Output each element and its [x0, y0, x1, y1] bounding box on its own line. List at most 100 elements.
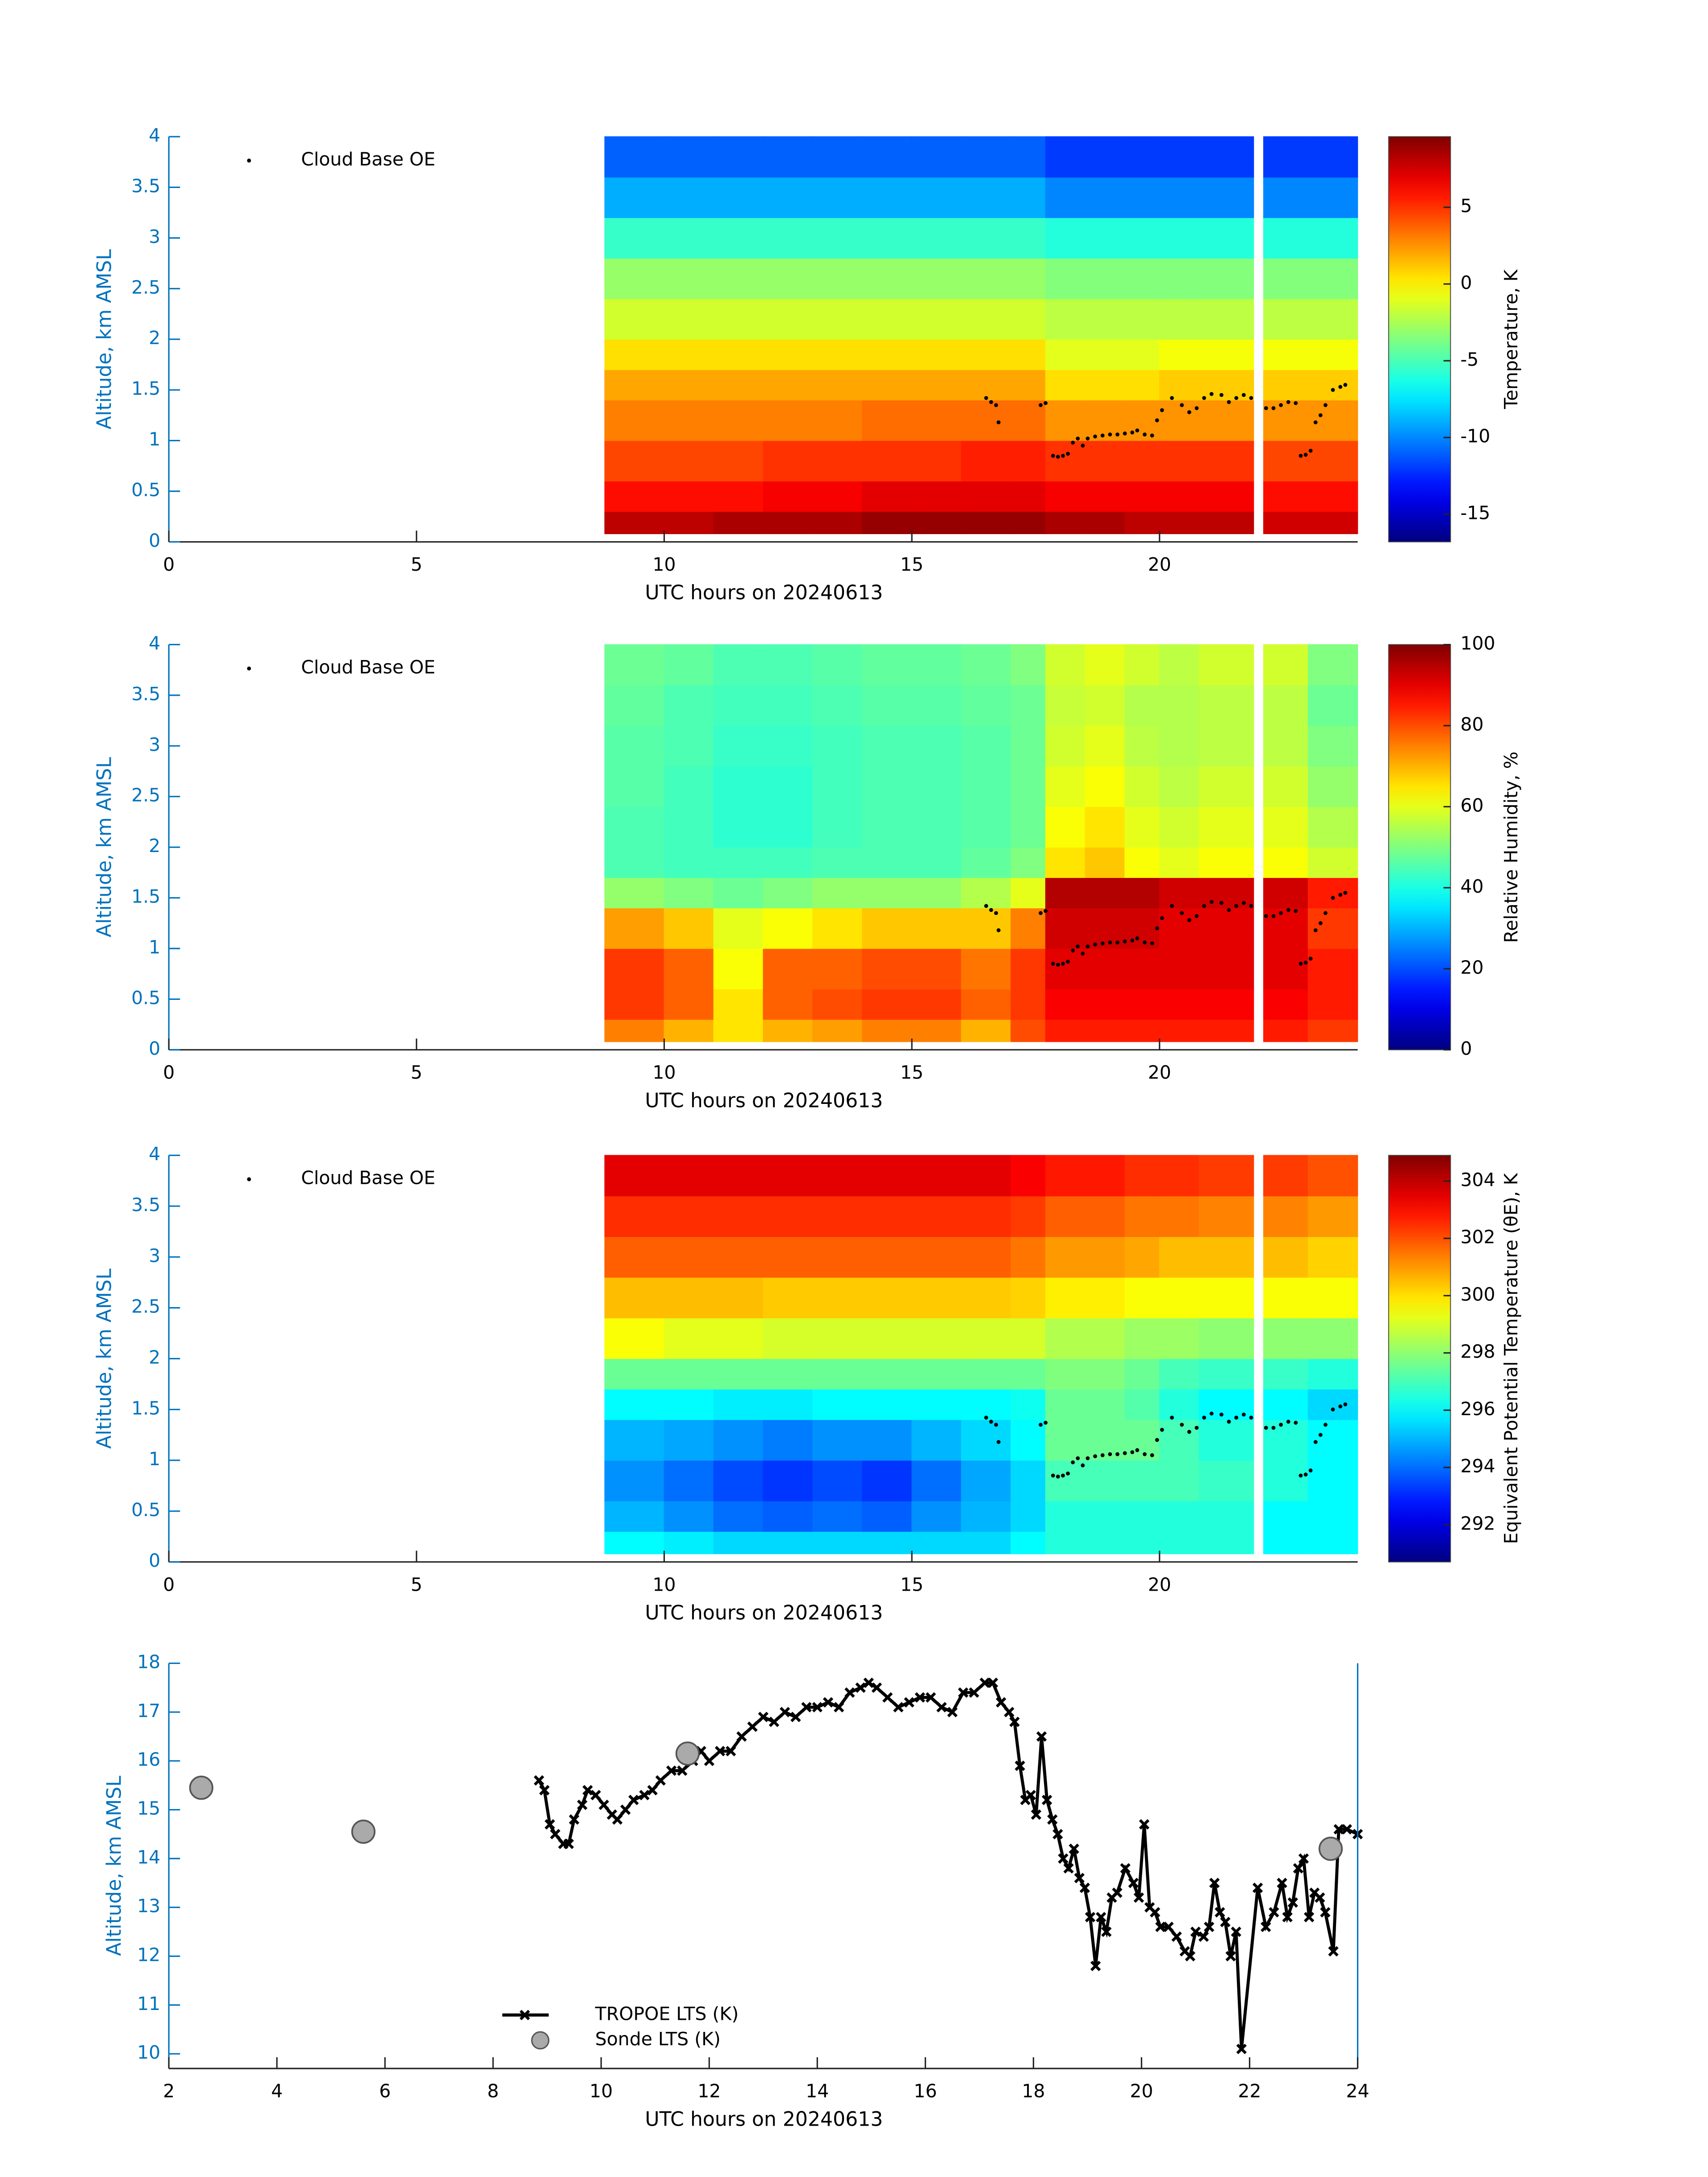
heat-cell: [664, 725, 714, 767]
heat-cell: [911, 1195, 962, 1237]
heat-cell: [911, 217, 962, 259]
heat-cell: [763, 1236, 813, 1278]
heat-cell: [911, 1236, 962, 1278]
heat-cell: [604, 1419, 665, 1461]
heat-cell: [664, 1419, 714, 1461]
heat-cell: [1011, 847, 1046, 878]
line-marker: [834, 1702, 844, 1713]
y-axis-label: Altitude, km AMSL: [93, 1268, 116, 1449]
cloud-base-dot: [1343, 890, 1348, 895]
y-tick-label: 3: [149, 734, 160, 755]
x-tick-label: 2: [163, 2081, 175, 2102]
cloud-base-dot: [1264, 1425, 1268, 1430]
heat-cell: [1159, 877, 1200, 909]
heat-cell: [763, 400, 813, 441]
line-marker: [1198, 1931, 1209, 1942]
line-marker: [1287, 1897, 1298, 1908]
heat-cell: [1307, 1019, 1358, 1042]
heat-cell: [961, 1155, 1011, 1197]
heat-cell: [1124, 806, 1160, 848]
heat-cell: [1124, 877, 1160, 909]
heat-cell: [1045, 176, 1086, 218]
heat-cell: [961, 136, 1011, 178]
colorbar-tick-label: 294: [1460, 1455, 1495, 1477]
heat-cell: [1263, 1155, 1309, 1197]
cloud-base-dot: [1071, 1460, 1075, 1465]
heat-cell: [763, 511, 813, 535]
cloud-base-dot: [996, 420, 1001, 425]
cloud-base-dot: [1061, 1473, 1065, 1478]
heat-cell: [763, 481, 813, 512]
cloud-base-dot: [1130, 1450, 1135, 1454]
heat-cell: [1124, 481, 1160, 512]
heat-cell: [961, 1358, 1011, 1390]
heat-cell: [1045, 877, 1086, 909]
heat-cell: [1307, 298, 1358, 340]
heat-cell: [1199, 847, 1254, 878]
heat-cell: [713, 1155, 764, 1197]
cloud-base-dot: [1343, 383, 1348, 387]
heat-cell: [604, 1500, 665, 1532]
y-tick-label: 1: [149, 1448, 160, 1470]
heat-cell: [812, 1195, 863, 1237]
heat-cell: [812, 217, 863, 259]
heat-cell: [1124, 907, 1160, 949]
heat-cell: [1085, 481, 1125, 512]
heat-cell: [713, 988, 764, 1020]
legend-label: TROPOE LTS (K): [595, 2003, 739, 2024]
cloud-base-dot: [1143, 940, 1147, 944]
heat-cell: [1263, 765, 1309, 807]
heat-cell: [1085, 369, 1125, 401]
heat-cell: [1307, 369, 1358, 401]
heat-cell: [911, 847, 962, 878]
heat-cell: [1124, 1317, 1160, 1359]
heat-cell: [911, 258, 962, 299]
heat-cell: [862, 1358, 912, 1390]
cloud-base-dot: [1313, 928, 1318, 932]
heat-cell: [664, 1531, 714, 1554]
x-tick-label: 10: [652, 554, 676, 575]
sonde-point: [189, 1776, 213, 1800]
heat-cell: [862, 725, 912, 767]
heat-cell: [961, 258, 1011, 299]
heat-cell: [961, 511, 1011, 535]
heat-cell: [862, 1388, 912, 1420]
cloud-base-dot: [994, 911, 998, 915]
heat-cell: [1045, 644, 1086, 685]
heat-cell: [1085, 1460, 1125, 1501]
x-tick-label: 20: [1148, 1574, 1171, 1595]
heat-cell: [1159, 847, 1200, 878]
heat-cell: [1263, 1500, 1309, 1532]
y-tick-label: 4: [149, 1143, 160, 1165]
heat-cell: [1159, 1419, 1200, 1461]
heat-cell: [763, 1155, 813, 1197]
y-tick-label: 10: [137, 2042, 160, 2063]
heat-cell: [961, 988, 1011, 1020]
heat-cell: [911, 400, 962, 441]
line-marker: [1185, 1951, 1195, 1962]
y-tick-label: 12: [137, 1944, 160, 1966]
heat-cell: [664, 1460, 714, 1501]
heat-cell: [911, 1388, 962, 1420]
heat-cell: [862, 1500, 912, 1532]
y-tick-label: 11: [137, 1993, 160, 2014]
heat-cell: [604, 1531, 665, 1554]
heat-cell: [1085, 806, 1125, 848]
heat-cell: [812, 1019, 863, 1042]
heat-cell: [1159, 481, 1200, 512]
heat-cell: [1124, 1358, 1160, 1390]
cloud-base-dot: [1160, 916, 1164, 920]
colorbar-tick-label: 298: [1460, 1341, 1495, 1362]
heat-cell: [763, 1500, 813, 1532]
heat-cell: [1307, 685, 1358, 726]
cloud-base-dot: [1143, 432, 1147, 437]
cloud-base-dot: [1071, 440, 1075, 445]
x-tick-label: 20: [1148, 554, 1171, 575]
x-tick-label: 5: [411, 1574, 422, 1595]
legend-label: Sonde LTS (K): [595, 2028, 721, 2050]
heat-cell: [1199, 298, 1254, 340]
heat-cell: [1263, 988, 1309, 1020]
heat-cell: [713, 847, 764, 878]
x-tick-label: 20: [1130, 2081, 1153, 2102]
heat-cell: [1307, 907, 1358, 949]
